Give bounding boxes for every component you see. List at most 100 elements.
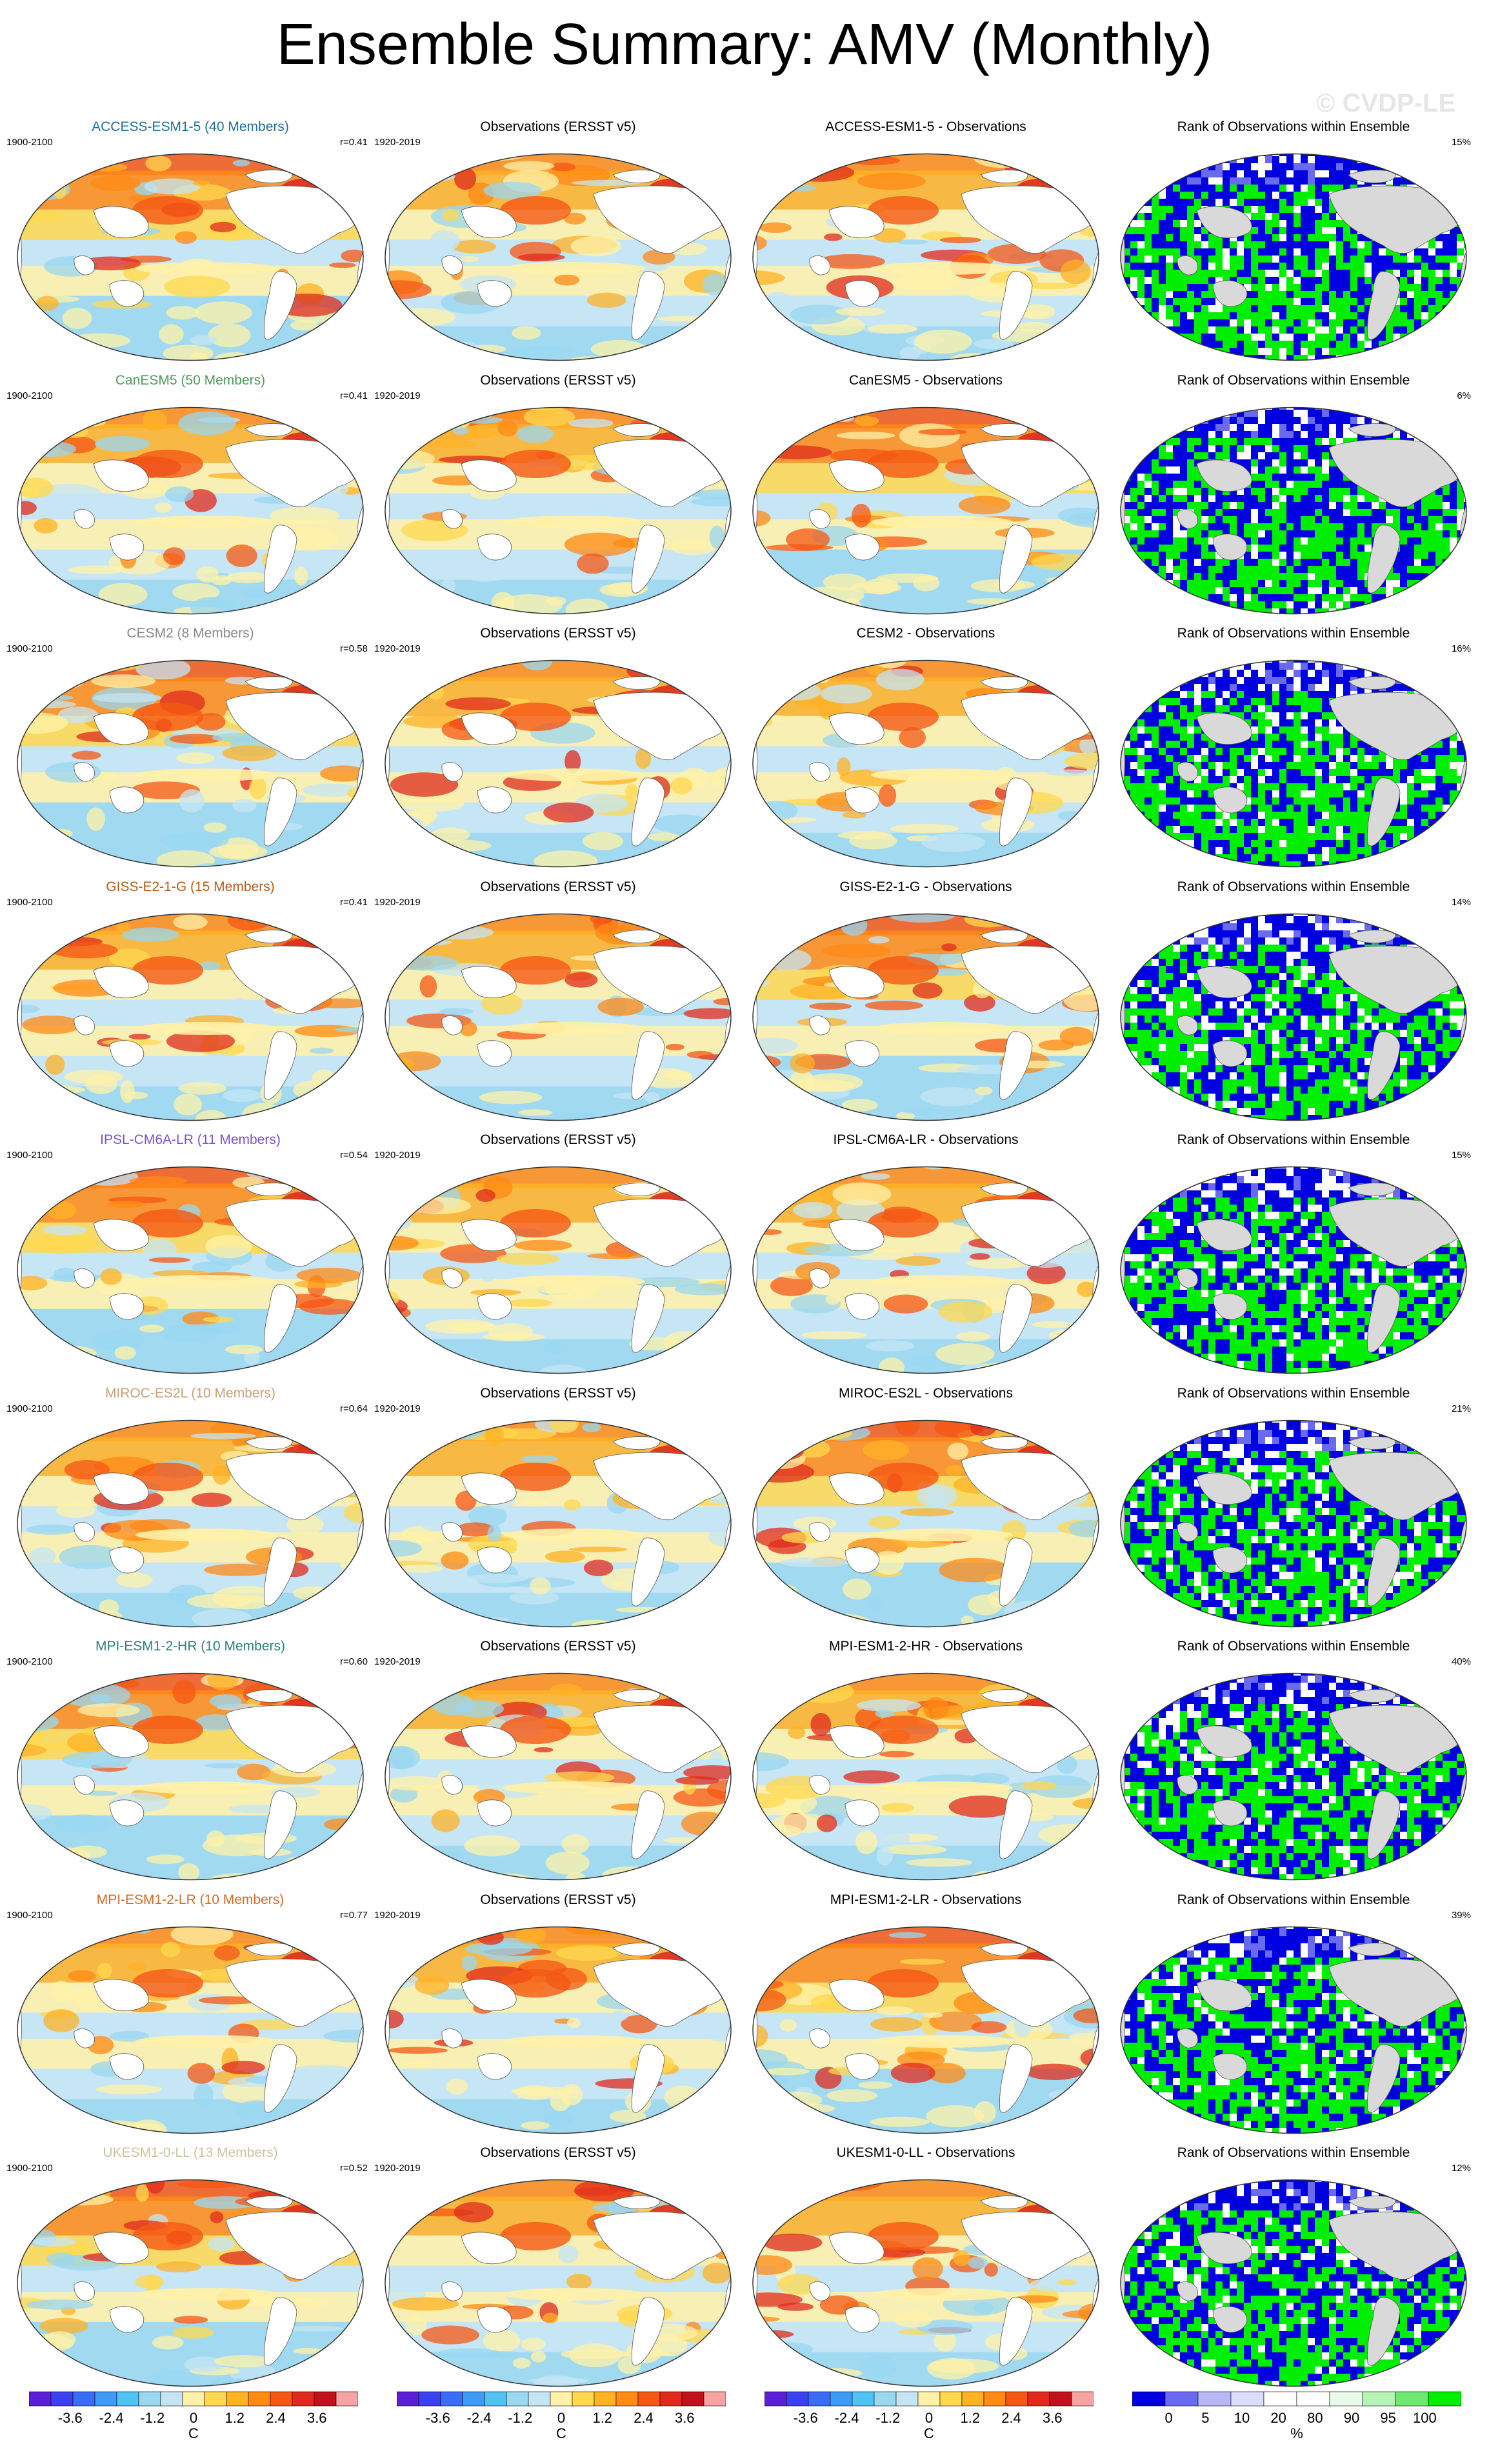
panel-title: MIROC-ES2L (10 Members) bbox=[105, 1385, 276, 1401]
map-panel-obs: Observations (ERSST v5) 1920-2019 bbox=[374, 2145, 742, 2398]
sst-map bbox=[381, 1668, 735, 1888]
map-panel-obs: Observations (ERSST v5) 1920-2019 bbox=[374, 1386, 742, 1639]
sst-colorbar-3-swatches bbox=[764, 2391, 1094, 2407]
map-panel-rank: Rank of Observations within Ensemble 6% bbox=[1110, 373, 1477, 626]
map-panel-diff: UKESM1-0-LL - Observations bbox=[742, 2145, 1110, 2398]
colorbar-tick-label: 5 bbox=[1201, 2410, 1210, 2426]
colorbar-swatch bbox=[681, 2391, 705, 2407]
panel-title: MPI-ESM1-2-LR (10 Members) bbox=[96, 1892, 285, 1907]
colorbar-tick-label: 20 bbox=[1270, 2410, 1286, 2426]
colorbar-swatch bbox=[396, 2391, 419, 2407]
colorbar-swatch bbox=[550, 2391, 573, 2407]
panel-title: Rank of Observations within Ensemble bbox=[1177, 1132, 1410, 1147]
rank-map-graphic bbox=[1120, 153, 1467, 361]
map-panel-model: IPSL-CM6A-LR (11 Members) 1900-2100 r=0.54 bbox=[6, 1132, 374, 1385]
rank-map bbox=[1116, 1416, 1471, 1635]
map-panel-obs: Observations (ERSST v5) 1920-2019 bbox=[374, 119, 742, 372]
colorbar-swatch bbox=[28, 2391, 52, 2407]
sst-colorbar-1-swatches bbox=[28, 2391, 359, 2407]
colorbar-swatch bbox=[270, 2391, 293, 2407]
rank-map bbox=[1116, 1162, 1471, 1381]
pattern-correlation: r=0.41 bbox=[340, 137, 368, 148]
panel-title: UKESM1-0-LL (13 Members) bbox=[103, 2145, 278, 2160]
sst-map-graphic bbox=[385, 1419, 732, 1627]
rank-map-graphic bbox=[1120, 406, 1467, 614]
panel-period: 1900-2100 bbox=[6, 137, 53, 148]
colorbar-tick-label: -1.2 bbox=[508, 2410, 533, 2426]
sst-map bbox=[13, 2175, 368, 2394]
colorbar-tick-label: 90 bbox=[1343, 2410, 1360, 2426]
sst-map-graphic bbox=[752, 913, 1099, 1121]
colorbar-tick-label: -1.2 bbox=[140, 2410, 165, 2426]
colorbar-tick-label: 2.4 bbox=[634, 2410, 654, 2426]
colorbar-swatch bbox=[204, 2391, 227, 2407]
colorbar-swatch bbox=[874, 2391, 897, 2407]
sst-map bbox=[748, 1668, 1103, 1888]
sst-map-graphic bbox=[385, 153, 732, 361]
colorbar-tick-label: 1.2 bbox=[960, 2410, 981, 2426]
colorbar-swatch bbox=[917, 2391, 941, 2407]
rank-map-graphic bbox=[1120, 1419, 1467, 1627]
map-panel-rank: Rank of Observations within Ensemble 21% bbox=[1110, 1386, 1477, 1639]
colorbar-swatch bbox=[1263, 2391, 1297, 2407]
colorbar-units: C bbox=[188, 2425, 199, 2441]
panel-period: 1920-2019 bbox=[374, 390, 421, 401]
sst-map bbox=[381, 656, 735, 875]
sst-map-graphic bbox=[17, 1926, 364, 2134]
panel-period: 1920-2019 bbox=[374, 1909, 421, 1921]
colorbar-tick-label: 3.6 bbox=[306, 2410, 327, 2426]
map-panel-rank: Rank of Observations within Ensemble 16% bbox=[1110, 626, 1477, 879]
panel-title: Observations (ERSST v5) bbox=[480, 2145, 636, 2160]
colorbar-swatch bbox=[594, 2391, 617, 2407]
panel-title: Observations (ERSST v5) bbox=[480, 879, 636, 894]
map-panel-model: MPI-ESM1-2-LR (10 Members) 1900-2100 r=0.7… bbox=[6, 1892, 374, 2145]
colorbar-tick-label: -1.2 bbox=[875, 2410, 901, 2426]
colorbar-tick-label: 1.2 bbox=[592, 2410, 613, 2426]
colorbar-tick-label: 1.2 bbox=[225, 2410, 245, 2426]
page-title: Ensemble Summary: AMV (Monthly) bbox=[276, 12, 1213, 77]
panel-title: Rank of Observations within Ensemble bbox=[1177, 119, 1410, 134]
colorbar-swatch bbox=[462, 2391, 485, 2407]
rank-map bbox=[1116, 1668, 1471, 1888]
sst-map bbox=[748, 909, 1103, 1128]
colorbar-tick-label: 0 bbox=[557, 2410, 566, 2426]
panel-period: 1900-2100 bbox=[6, 1403, 53, 1414]
sst-map bbox=[748, 149, 1103, 368]
rank-percent: 6% bbox=[1457, 390, 1471, 401]
panel-title: IPSL-CM6A-LR (11 Members) bbox=[100, 1132, 281, 1147]
panel-title: MPI-ESM1-2-HR (10 Members) bbox=[95, 1639, 286, 1654]
sst-map-graphic bbox=[385, 2179, 732, 2387]
sst-map bbox=[381, 1416, 735, 1635]
sst-map bbox=[381, 149, 735, 368]
panel-period: 1900-2100 bbox=[6, 1656, 53, 1667]
colorbar-swatch bbox=[1329, 2391, 1363, 2407]
rank-percent: 16% bbox=[1451, 643, 1471, 654]
sst-map-graphic bbox=[752, 1166, 1099, 1374]
sst-map-graphic bbox=[752, 153, 1099, 361]
panel-title: Rank of Observations within Ensemble bbox=[1177, 2145, 1410, 2160]
panel-title: Rank of Observations within Ensemble bbox=[1177, 1639, 1410, 1654]
pattern-correlation: r=0.52 bbox=[340, 2163, 368, 2174]
panel-title: Rank of Observations within Ensemble bbox=[1177, 372, 1410, 388]
sst-map bbox=[381, 2175, 735, 2394]
sst-map-graphic bbox=[385, 659, 732, 868]
rank-percent: 39% bbox=[1451, 1909, 1471, 1921]
sst-map-graphic bbox=[752, 1419, 1099, 1627]
colorbar-swatch bbox=[314, 2391, 337, 2407]
colorbar-swatch bbox=[615, 2391, 639, 2407]
map-panel-diff: ACCESS-ESM1-5 - Observations bbox=[742, 119, 1110, 372]
rank-map-graphic bbox=[1120, 913, 1467, 1121]
map-panel-diff: IPSL-CM6A-LR - Observations bbox=[742, 1132, 1110, 1385]
sst-map bbox=[13, 1668, 368, 1888]
rank-percent: 12% bbox=[1451, 2163, 1471, 2174]
colorbar-tick-label: 0 bbox=[1164, 2410, 1173, 2426]
map-panel-diff: CESM2 - Observations bbox=[742, 626, 1110, 879]
rank-percent: 21% bbox=[1451, 1403, 1471, 1414]
colorbar-swatch bbox=[939, 2391, 963, 2407]
sst-map bbox=[748, 1416, 1103, 1635]
sst-colorbar-2: -3.6 -2.4 -1.2 0 1.2 2.4 3.6 C bbox=[396, 2390, 726, 2442]
panel-title: GISS-E2-1-G - Observations bbox=[839, 879, 1012, 894]
colorbar-swatch bbox=[852, 2391, 875, 2407]
rank-colorbar-swatches bbox=[1132, 2391, 1462, 2407]
map-panel-model: MIROC-ES2L (10 Members) 1900-2100 r=0.64 bbox=[6, 1386, 374, 1639]
